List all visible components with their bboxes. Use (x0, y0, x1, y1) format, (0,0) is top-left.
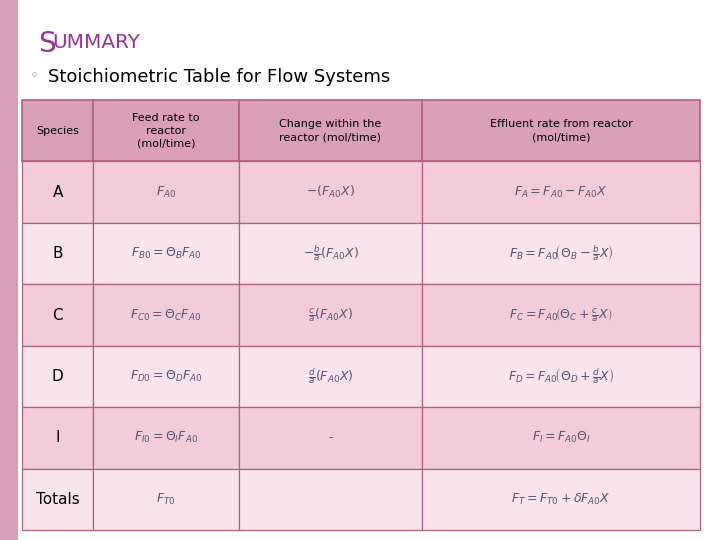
Text: $F_{D0} = \Theta_D F_{A0}$: $F_{D0} = \Theta_D F_{A0}$ (130, 369, 202, 384)
Bar (22, 223, 93, 284)
Text: $\frac{c}{a}(F_{A0}X)$: $\frac{c}{a}(F_{A0}X)$ (308, 306, 353, 324)
Bar (239, 223, 422, 284)
Bar (239, 100, 422, 161)
Text: Feed rate to
reactor
(mol/time): Feed rate to reactor (mol/time) (132, 113, 200, 148)
Bar (22, 161, 93, 223)
Text: $F_I = F_{A0}\Theta_I$: $F_I = F_{A0}\Theta_I$ (531, 430, 590, 445)
Bar (239, 469, 422, 530)
Text: $-\frac{b}{a}(F_{A0}X)$: $-\frac{b}{a}(F_{A0}X)$ (302, 244, 359, 264)
Bar (239, 161, 422, 223)
Text: $F_C = F_{A0}\!\left(\Theta_C + \frac{c}{a}X\right)$: $F_C = F_{A0}\!\left(\Theta_C + \frac{c}… (509, 306, 613, 324)
Text: Totals: Totals (36, 492, 79, 507)
Text: -: - (328, 431, 333, 444)
Text: S: S (38, 30, 55, 58)
Bar (22, 100, 93, 161)
Text: Species: Species (36, 126, 79, 136)
Bar (93, 223, 239, 284)
Bar (22, 407, 93, 469)
Bar (93, 346, 239, 407)
Bar (422, 407, 700, 469)
Bar (422, 346, 700, 407)
Text: $F_A = F_{A0} - F_{A0}X$: $F_A = F_{A0} - F_{A0}X$ (514, 185, 608, 200)
Text: Change within the
reactor (mol/time): Change within the reactor (mol/time) (279, 119, 382, 142)
Text: $F_B = F_{A0}\!\left(\Theta_B - \frac{b}{a}X\right)$: $F_B = F_{A0}\!\left(\Theta_B - \frac{b}… (509, 244, 613, 264)
Text: UMMARY: UMMARY (52, 33, 140, 52)
Text: I: I (55, 430, 60, 445)
Text: $\frac{d}{a}(F_{A0}X)$: $\frac{d}{a}(F_{A0}X)$ (307, 367, 354, 386)
Text: A: A (53, 185, 63, 200)
Bar (22, 284, 93, 346)
Text: $F_{C0} = \Theta_C F_{A0}$: $F_{C0} = \Theta_C F_{A0}$ (130, 307, 202, 322)
Bar (93, 407, 239, 469)
Text: Stoichiometric Table for Flow Systems: Stoichiometric Table for Flow Systems (48, 68, 390, 86)
Bar (422, 469, 700, 530)
Bar (422, 223, 700, 284)
Bar (239, 407, 422, 469)
Text: ◦: ◦ (30, 68, 39, 83)
Bar (93, 161, 239, 223)
Text: $F_T = F_{T0} + \delta F_{A0}X$: $F_T = F_{T0} + \delta F_{A0}X$ (511, 492, 611, 507)
Text: $F_{B0} = \Theta_B F_{A0}$: $F_{B0} = \Theta_B F_{A0}$ (130, 246, 202, 261)
Text: $-(F_{A0}X)$: $-(F_{A0}X)$ (306, 184, 355, 200)
Bar (93, 284, 239, 346)
Bar (22, 469, 93, 530)
Text: Effluent rate from reactor
(mol/time): Effluent rate from reactor (mol/time) (490, 119, 632, 142)
Text: B: B (53, 246, 63, 261)
Bar (93, 100, 239, 161)
Text: $F_D = F_{A0}\!\left(\Theta_D + \frac{d}{a}X\right)$: $F_D = F_{A0}\!\left(\Theta_D + \frac{d}… (508, 367, 614, 386)
Bar (93, 469, 239, 530)
Text: C: C (53, 307, 63, 322)
Text: $F_{I0} = \Theta_I F_{A0}$: $F_{I0} = \Theta_I F_{A0}$ (134, 430, 198, 445)
Text: D: D (52, 369, 63, 384)
Bar (422, 284, 700, 346)
Bar (422, 100, 700, 161)
Text: $F_{T0}$: $F_{T0}$ (156, 492, 176, 507)
Bar (22, 346, 93, 407)
Bar (422, 161, 700, 223)
Bar (239, 284, 422, 346)
Bar (0, 0, 18, 540)
Bar (239, 346, 422, 407)
Text: $F_{A0}$: $F_{A0}$ (156, 185, 176, 200)
